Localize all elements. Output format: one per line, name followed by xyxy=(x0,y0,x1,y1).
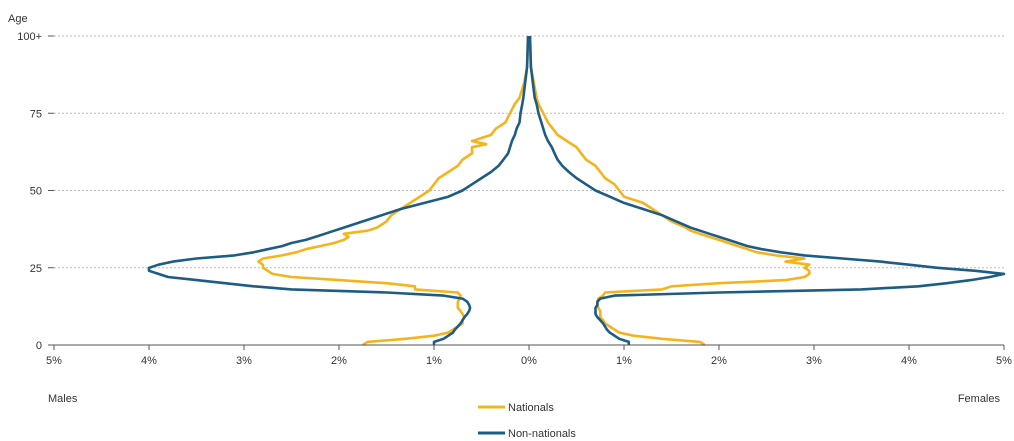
series-line-nationals-males xyxy=(257,35,530,347)
legend-item-nationals: Nationals xyxy=(478,402,554,414)
y-tick-label: 75 xyxy=(30,108,42,120)
series-line-non-nationals-females xyxy=(528,35,1006,345)
y-tick-label: 100+ xyxy=(17,31,42,43)
legend-label-nationals: Nationals xyxy=(508,402,554,414)
x-tick-label: 0% xyxy=(521,355,537,367)
x-tick-label: 1% xyxy=(616,355,632,367)
x-tick-label: 2% xyxy=(711,355,727,367)
y-tick-label: 25 xyxy=(30,263,42,275)
legend-label-non-nationals: Non-nationals xyxy=(508,428,576,440)
x-tick-label: 4% xyxy=(141,355,157,367)
x-tick-label: 4% xyxy=(901,355,917,367)
series-line-nationals-females xyxy=(528,35,811,347)
x-tick-label: 5% xyxy=(996,355,1012,367)
y-axis-title: Age xyxy=(8,13,28,25)
x-tick-label: 2% xyxy=(331,355,347,367)
series-line-non-nationals-males xyxy=(147,35,530,345)
y-tick-label: 50 xyxy=(30,186,42,198)
y-tick-label: 0 xyxy=(36,340,42,352)
series-layer xyxy=(147,35,1006,347)
x-tick-label: 5% xyxy=(46,355,62,367)
x-tick-label: 3% xyxy=(236,355,252,367)
legend: Nationals Non-nationals xyxy=(478,402,576,440)
x-tick-label: 3% xyxy=(806,355,822,367)
x-tick-label: 1% xyxy=(426,355,442,367)
x-axis-ticks: 5% 4% 3% 2% 1% 0% 1% 2% 3% 4% 5% xyxy=(46,345,1012,367)
legend-item-non-nationals: Non-nationals xyxy=(478,428,576,440)
males-label: Males xyxy=(48,393,78,405)
y-axis-ticks: 0 25 50 75 100+ xyxy=(17,31,54,352)
females-label: Females xyxy=(958,393,1001,405)
gridlines xyxy=(54,35,1004,269)
